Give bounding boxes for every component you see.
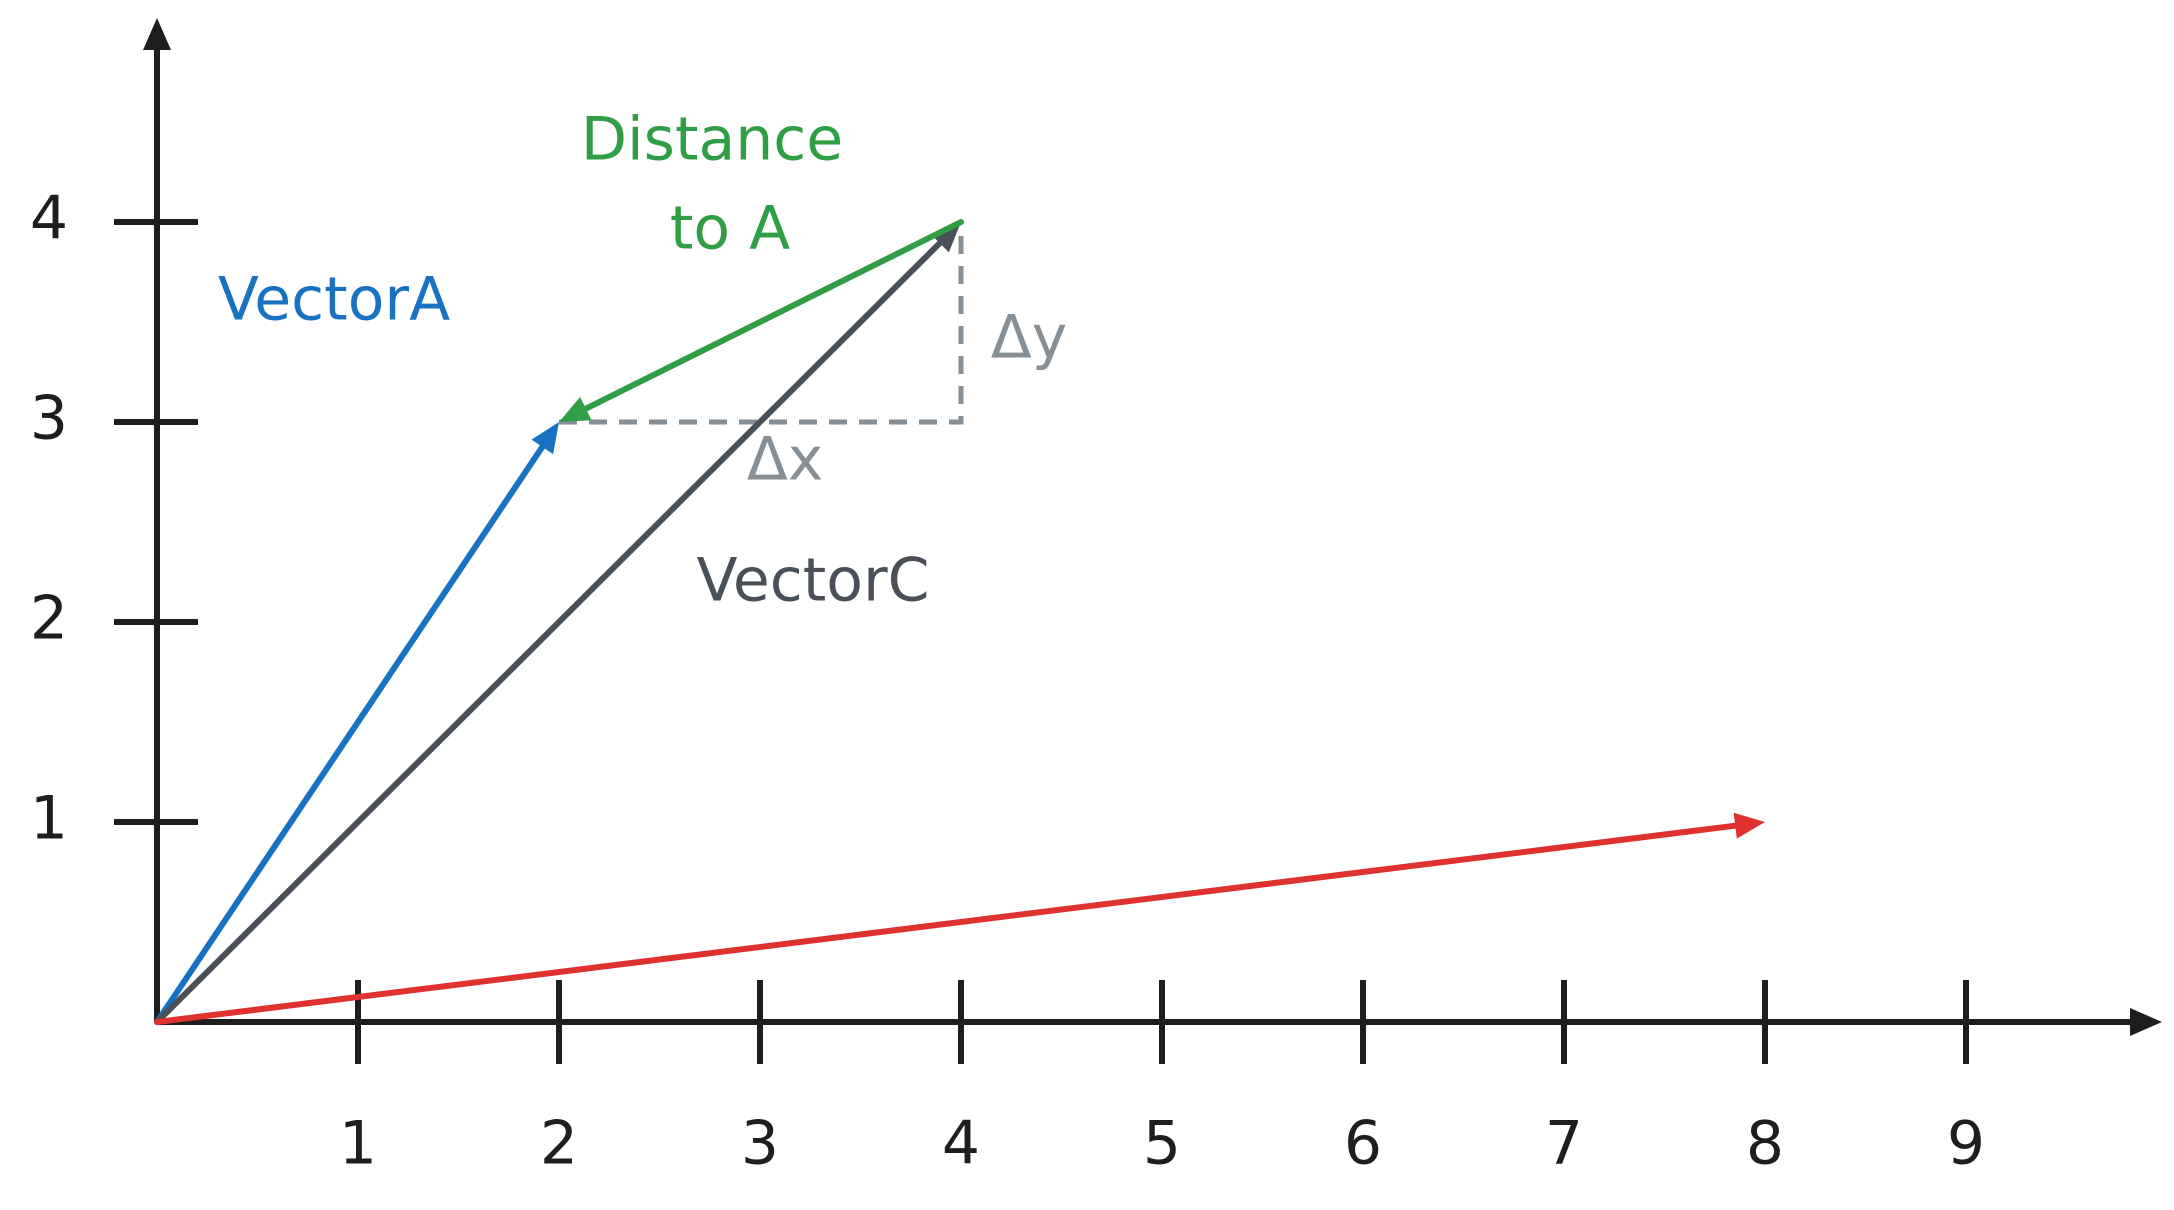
y-tick-label: 3 xyxy=(30,384,68,454)
x-tick-label: 3 xyxy=(741,1109,779,1179)
y-tick-label: 4 xyxy=(30,184,68,254)
vector xyxy=(154,240,943,1025)
vector-head xyxy=(930,222,961,253)
x-tick-label: 5 xyxy=(1143,1109,1181,1179)
vector xyxy=(154,822,1739,1025)
delta-x-label: Δx xyxy=(747,425,824,495)
x-tick-label: 4 xyxy=(942,1109,980,1179)
x-axis-arrow xyxy=(2130,1008,2162,1036)
vector-a-label: VectorA xyxy=(218,265,450,335)
distance-label: Distance xyxy=(581,105,843,175)
y-axis-arrow xyxy=(143,18,171,50)
delta-lines xyxy=(559,222,964,425)
x-tick-label: 7 xyxy=(1545,1109,1583,1179)
x-tick-label: 2 xyxy=(540,1109,578,1179)
x-tick-label: 9 xyxy=(1947,1109,1985,1179)
vector-head xyxy=(531,422,559,455)
x-tick-label: 1 xyxy=(339,1109,377,1179)
x-tick-label: 6 xyxy=(1344,1109,1382,1179)
delta-y-label: Δy xyxy=(991,303,1068,373)
vector-head xyxy=(559,396,592,422)
vector-c-label: VectorC xyxy=(696,546,929,616)
y-tick-label: 1 xyxy=(30,784,68,854)
x-tick-label: 8 xyxy=(1746,1109,1784,1179)
distance-label: to A xyxy=(670,194,790,264)
y-tick-label: 2 xyxy=(30,584,68,654)
vector xyxy=(582,219,964,412)
vector xyxy=(154,443,546,1025)
vector-head xyxy=(1733,812,1765,839)
